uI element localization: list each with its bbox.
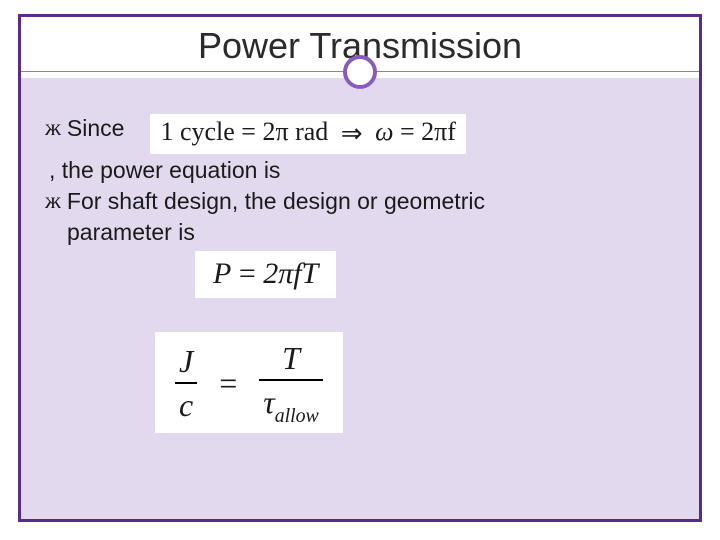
frac-num-J: J [175,341,197,384]
bullet-icon: ж [45,114,61,143]
eq-omega: ω [375,117,393,146]
equation-power-wrap: P = 2πfT [45,249,675,299]
eq-equals-4: = [209,363,247,403]
equation-power: P = 2πfT [195,251,336,299]
content-panel: Power Transmission ж Since 1 cycle = 2π … [18,14,702,522]
frac-den-c: c [175,384,197,425]
eq-P: P [213,257,231,290]
eq-equals-2: = [400,117,421,146]
eq-lhs: 1 cycle [160,117,234,146]
title-divider [21,71,699,72]
bullet-1: ж Since 1 cycle = 2π rad ⇒ ω = 2πf [45,114,675,154]
eq-equals-1: = [241,117,262,146]
tau-subscript: allow [275,405,319,427]
tau-symbol: τ [263,384,274,420]
eq-rhs-1: 2π rad [262,117,328,146]
equation-design: J c = T τallow [155,332,343,433]
bullet-2: ж For shaft design, the design or geomet… [45,187,675,216]
eq-power-rhs: 2πfT [263,257,318,290]
equation-design-wrap: J c = T τallow [155,332,675,433]
implies-arrow-icon: ⇒ [341,118,363,151]
bullet-icon: ж [45,187,61,216]
fraction-t-tau: T τallow [255,338,327,427]
equation-cycle: 1 cycle = 2π rad ⇒ ω = 2πf [150,114,465,154]
eq-equals-3: = [239,257,263,290]
bullet-1-continuation: , the power equation is [49,156,675,185]
bullet-2-lead: For shaft design, the design or geometri… [67,187,485,216]
frac-num-T: T [259,338,323,381]
eq-rhs-2: 2πf [421,117,456,146]
bullet-2-continuation: parameter is [67,218,675,247]
fraction-jc: J c [171,341,201,425]
accent-circle-icon [343,55,377,89]
frac-den-tau: τallow [259,381,323,427]
slide-body: ж Since 1 cycle = 2π rad ⇒ ω = 2πf , the… [21,78,699,433]
title-area: Power Transmission [21,17,699,78]
bullet-1-lead: Since [67,114,125,143]
slide: Power Transmission ж Since 1 cycle = 2π … [0,0,720,540]
